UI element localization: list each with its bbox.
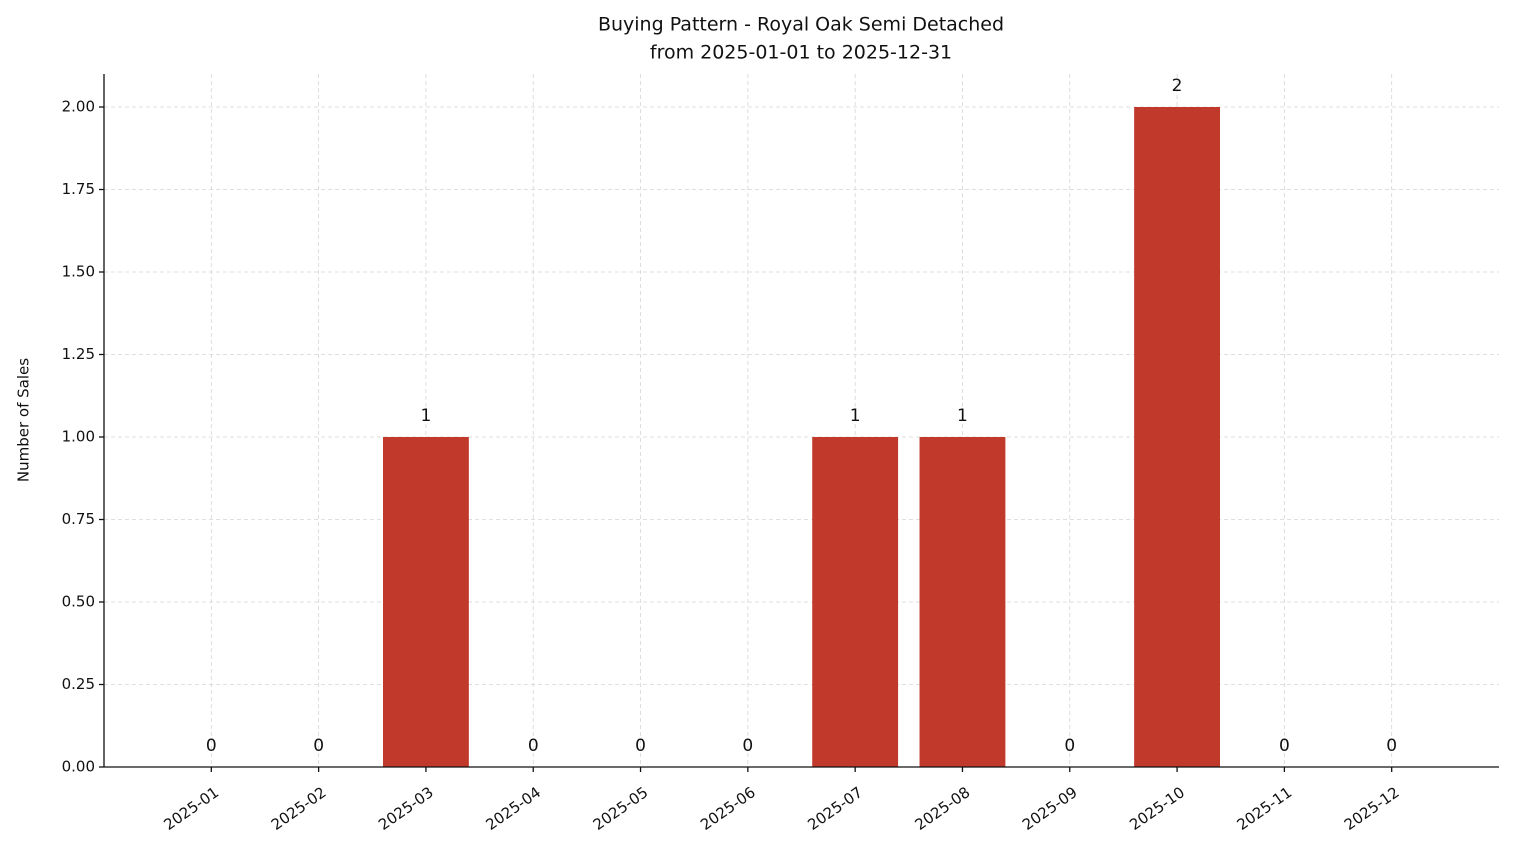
data-label: 1 bbox=[421, 406, 432, 426]
x-tick-label: 2025-08 bbox=[912, 783, 974, 834]
data-label: 1 bbox=[850, 406, 861, 426]
y-tick-label: 0.75 bbox=[62, 510, 95, 528]
x-tick-label: 2025-01 bbox=[161, 783, 223, 834]
data-label: 0 bbox=[206, 736, 217, 756]
x-tick-label: 2025-11 bbox=[1234, 783, 1296, 834]
y-tick-label: 1.25 bbox=[62, 345, 95, 363]
x-tick-label: 2025-03 bbox=[375, 783, 437, 834]
bar bbox=[812, 437, 899, 767]
data-label: 0 bbox=[1064, 736, 1075, 756]
y-tick-label: 0.50 bbox=[62, 593, 95, 611]
y-tick-label: 0.00 bbox=[62, 758, 95, 776]
x-tick-label: 2025-07 bbox=[804, 783, 866, 834]
x-tick-label: 2025-05 bbox=[590, 783, 652, 834]
bar bbox=[1134, 107, 1220, 767]
data-label: 0 bbox=[635, 736, 646, 756]
data-label: 0 bbox=[742, 736, 753, 756]
data-label: 2 bbox=[1172, 76, 1183, 96]
y-tick-label: 1.50 bbox=[62, 263, 95, 281]
x-tick-label: 2025-10 bbox=[1126, 783, 1188, 834]
y-tick-label: 2.00 bbox=[62, 98, 95, 116]
data-label: 1 bbox=[957, 406, 968, 426]
data-label: 0 bbox=[528, 736, 539, 756]
y-axis-label: Number of Sales bbox=[15, 358, 33, 482]
data-label: 0 bbox=[1386, 736, 1397, 756]
x-tick-label: 2025-04 bbox=[482, 783, 544, 834]
data-label: 0 bbox=[313, 736, 324, 756]
chart-subtitle: from 2025-01-01 to 2025-12-31 bbox=[650, 42, 952, 64]
x-tick-label: 2025-06 bbox=[697, 783, 759, 834]
y-tick-label: 1.75 bbox=[62, 180, 95, 198]
x-tick-label: 2025-09 bbox=[1019, 783, 1081, 834]
bar bbox=[383, 437, 469, 767]
x-tick-label: 2025-02 bbox=[268, 783, 330, 834]
y-tick-label: 1.00 bbox=[62, 428, 95, 446]
data-label: 0 bbox=[1279, 736, 1290, 756]
bar bbox=[919, 437, 1006, 767]
x-tick-label: 2025-12 bbox=[1341, 783, 1403, 834]
chart-title: Buying Pattern - Royal Oak Semi Detached bbox=[598, 14, 1004, 36]
y-tick-label: 0.25 bbox=[62, 675, 95, 693]
